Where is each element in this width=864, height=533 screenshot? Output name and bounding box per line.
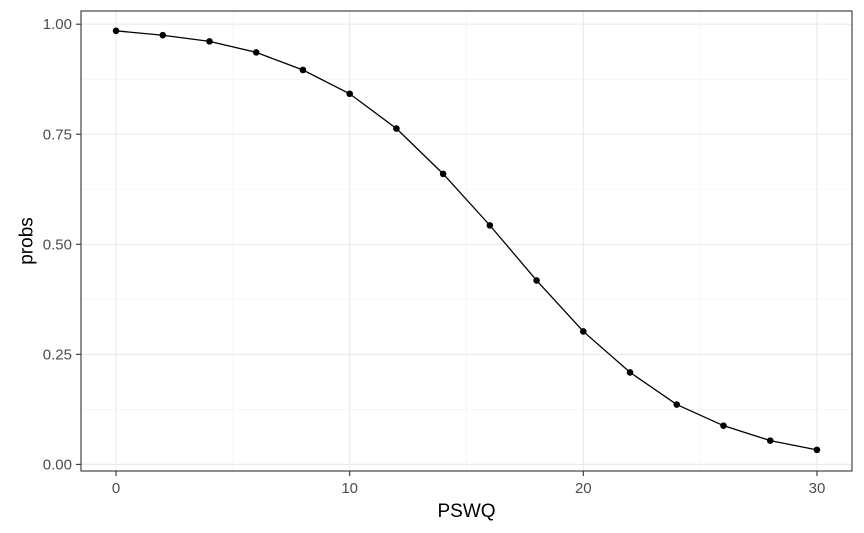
data-point [486, 222, 494, 229]
data-point [813, 446, 821, 454]
data-point [533, 277, 540, 284]
panel-border [80, 10, 853, 472]
data-point [673, 401, 681, 408]
data-point [720, 422, 727, 429]
y-tick-labels: 0.00 0.25 0.50 0.75 1.00 [43, 16, 72, 473]
x-tick-label: 20 [575, 480, 592, 497]
major-gridlines [81, 11, 852, 471]
data-point [299, 66, 307, 74]
data-point [346, 90, 353, 98]
data-point [580, 328, 587, 335]
y-tick-label: 0.25 [43, 346, 72, 363]
data-point [626, 369, 634, 376]
data-point [252, 49, 260, 56]
x-tick-label: 0 [112, 480, 120, 497]
y-tick-label: 0.50 [43, 236, 72, 253]
y-tick-label: 0.00 [43, 456, 72, 473]
series-line [115, 30, 818, 451]
data-point [439, 170, 447, 178]
x-tick-label: 30 [809, 480, 826, 497]
y-tick-label: 1.00 [43, 16, 72, 33]
data-point [393, 125, 400, 132]
minor-gridlines [81, 11, 852, 471]
y-axis-title: probs [17, 217, 38, 265]
x-tick-labels: 0 10 20 30 [112, 480, 825, 497]
x-tick-label: 10 [341, 480, 358, 497]
data-point [766, 437, 774, 444]
series-layer [112, 27, 821, 454]
axis-ticks [76, 23, 818, 476]
data-point [112, 27, 120, 35]
y-tick-label: 0.75 [43, 126, 72, 143]
data-point [206, 38, 213, 45]
data-point [159, 31, 167, 39]
x-axis-title: PSWQ [437, 501, 495, 522]
